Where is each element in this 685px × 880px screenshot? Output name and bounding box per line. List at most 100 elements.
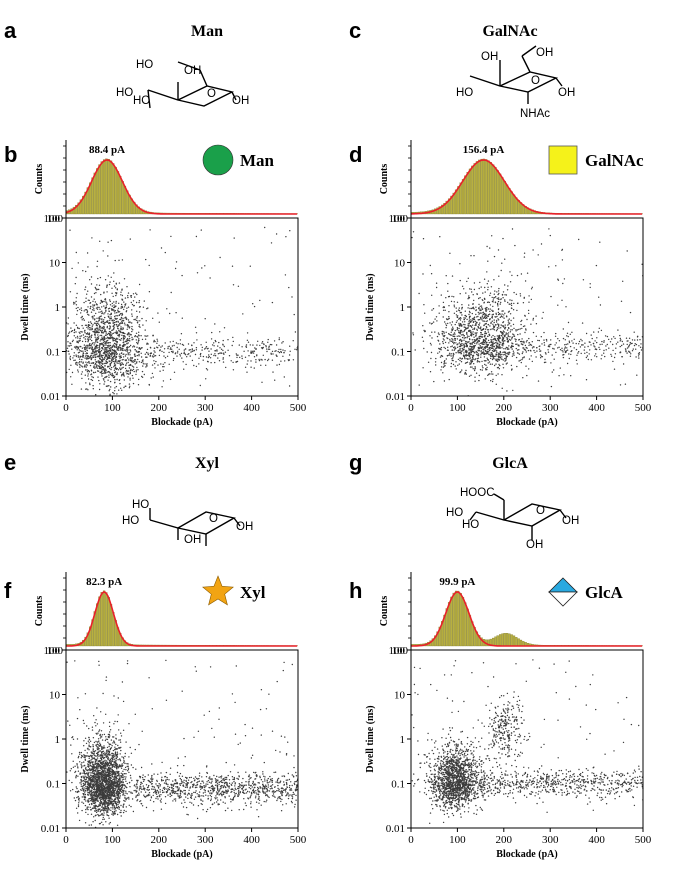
scatter-point <box>152 334 154 337</box>
scatter-point <box>491 355 493 358</box>
scatter-point <box>82 802 85 804</box>
scatter-point <box>113 356 115 358</box>
scatter-point <box>502 310 504 312</box>
scatter-point <box>119 368 122 371</box>
scatter-point <box>138 338 140 340</box>
scatter-point <box>469 353 471 355</box>
scatter-point <box>92 348 94 350</box>
scatter-point <box>456 335 458 337</box>
scatter-point <box>246 363 248 365</box>
scatter-point <box>106 355 108 358</box>
scatter-point <box>486 352 488 354</box>
scatter-point <box>172 359 175 362</box>
scatter-point <box>139 326 141 328</box>
scatter-point <box>609 341 612 343</box>
scatter-point <box>504 326 506 328</box>
scatter-point <box>138 300 141 302</box>
scatter-point <box>81 340 84 343</box>
scatter-point <box>105 340 108 342</box>
scatter-point <box>137 369 139 371</box>
scatter-point <box>628 337 631 339</box>
scatter-point <box>451 275 454 277</box>
scatter-points <box>411 228 644 397</box>
scatter-point <box>131 339 133 341</box>
scatter-point <box>555 265 557 267</box>
scatter-point <box>459 371 461 374</box>
scatter-point <box>177 350 179 352</box>
scatter-point <box>477 354 480 357</box>
scatter-point <box>491 350 494 352</box>
scatter-point <box>483 353 485 355</box>
scatter-point <box>135 332 138 334</box>
scatter-point <box>67 341 69 343</box>
scatter-point <box>540 243 543 245</box>
scatter-point <box>471 326 473 329</box>
scatter-point <box>435 316 438 318</box>
scatter-point <box>100 293 102 296</box>
hist-bar <box>98 164 101 215</box>
scatter-point <box>216 349 218 351</box>
scatter-point <box>68 331 71 333</box>
scatter-point <box>147 307 149 309</box>
scatter-point <box>633 344 636 347</box>
scatter-point <box>118 334 120 337</box>
scatter-point <box>261 381 263 383</box>
scatter-point <box>123 375 125 377</box>
scatter-point <box>208 355 210 358</box>
scatter-point <box>99 351 101 353</box>
scatter-point <box>272 371 274 373</box>
scatter-point <box>73 359 75 362</box>
scatter-point <box>115 318 117 320</box>
hist-bar <box>84 191 87 215</box>
scatter-point <box>476 353 478 356</box>
scatter-point <box>97 360 100 362</box>
scatter-point <box>474 380 476 382</box>
scatter-point <box>484 332 486 334</box>
scatter-point <box>512 323 515 326</box>
scatter-point <box>79 350 82 352</box>
scatter-point <box>267 348 270 350</box>
scatter-point <box>460 361 463 363</box>
scatter-point <box>472 345 474 348</box>
scatter-point <box>496 327 499 329</box>
chem-label: OH <box>558 87 575 99</box>
scatter-point <box>109 322 111 324</box>
scatter-point <box>481 315 484 317</box>
scatter-point <box>461 357 464 360</box>
scatter-point <box>497 366 500 369</box>
scatter-point <box>464 337 467 339</box>
scatter-point <box>99 343 101 345</box>
scatter-point <box>518 328 520 331</box>
scatter-point <box>126 307 128 309</box>
scatter-point <box>272 353 274 355</box>
scatter-point <box>434 331 436 333</box>
scatter-point <box>524 280 527 282</box>
scatter-point <box>81 316 84 318</box>
scatter-point <box>80 307 83 309</box>
scatter-point <box>107 366 109 368</box>
scatter-point <box>104 337 106 339</box>
scatter-point <box>620 339 622 341</box>
scatter-point <box>74 283 77 285</box>
scatter-point <box>412 231 415 233</box>
scatter-point <box>222 357 224 359</box>
scatter-point <box>459 345 462 347</box>
scatter-point <box>460 324 462 327</box>
scatter-point <box>91 376 93 378</box>
scatter-point <box>214 353 216 355</box>
scatter-point <box>468 319 471 321</box>
hist-bar <box>438 206 441 215</box>
scatter-point <box>141 338 144 341</box>
scatter-point <box>515 330 517 332</box>
scatter-point <box>464 324 466 326</box>
scatter-point <box>121 314 123 316</box>
scatter-point <box>106 375 108 378</box>
scatter-point <box>104 365 106 367</box>
scatter-point <box>134 318 136 320</box>
scatter-point <box>144 329 146 331</box>
scatter-point <box>107 315 110 317</box>
scatter-point <box>519 359 521 361</box>
scatter-point <box>133 360 135 362</box>
scatter-point <box>508 327 510 330</box>
scatter-point <box>470 359 472 361</box>
